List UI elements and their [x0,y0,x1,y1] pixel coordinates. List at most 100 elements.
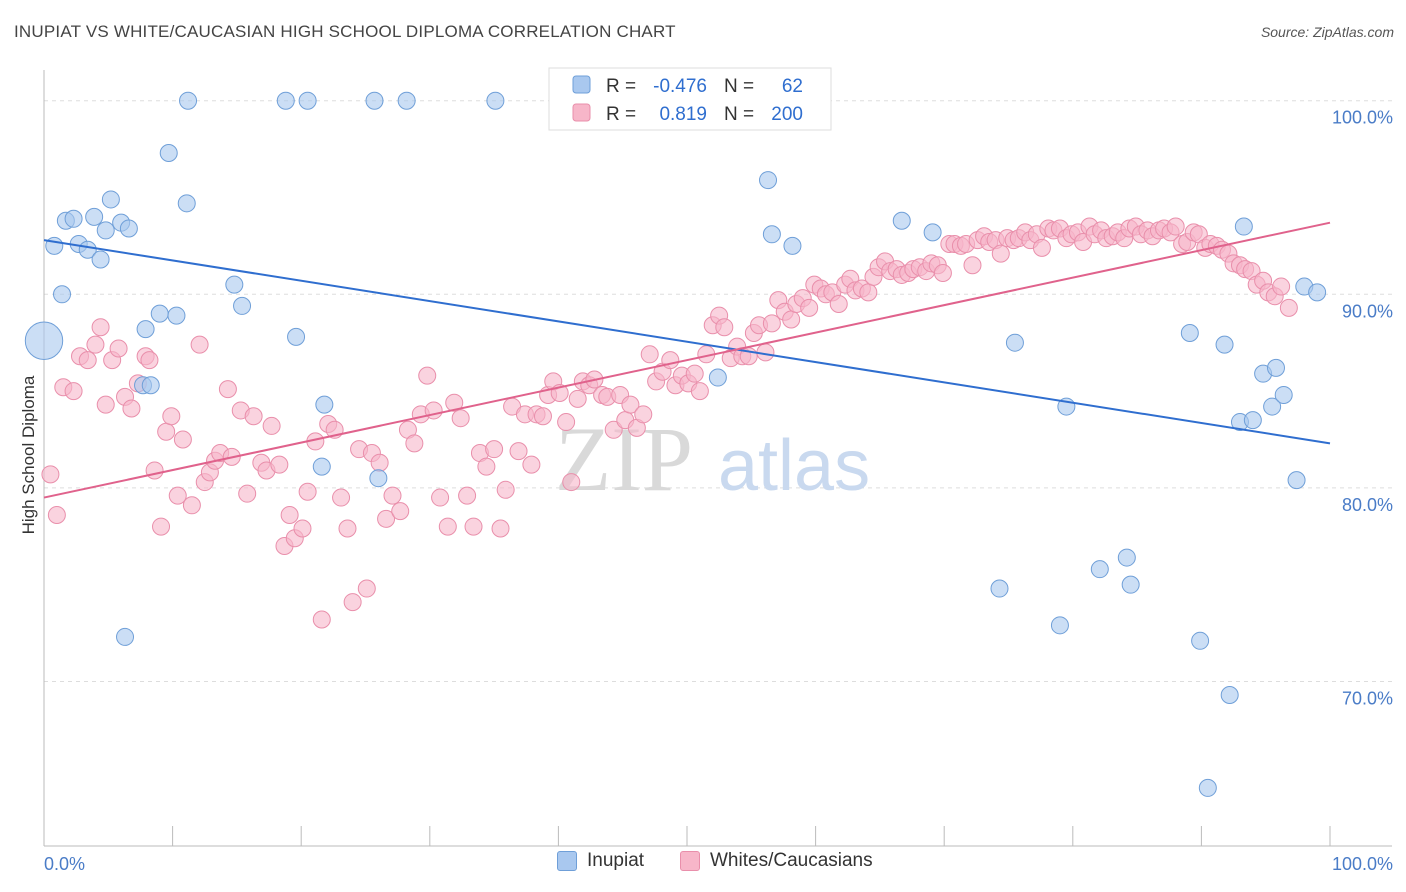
x-tick-labels: 0.0% 100.0% [44,854,1393,874]
data-point-inupiat [150,304,169,323]
grid-lines [44,100,1392,682]
data-point-whites [86,335,105,354]
data-point-whites [78,351,97,370]
data-point-inupiat [892,211,911,230]
data-point-inupiat [1215,335,1234,354]
data-point-inupiat [1266,358,1285,377]
data-point-whites [782,310,801,329]
legend-r-label-1: R = [606,76,636,97]
data-point-whites [122,399,141,418]
data-point-whites [991,244,1010,263]
data-point-inupiat [287,327,306,346]
legend-r-label-2: R = [606,104,636,125]
data-point-inupiat [312,457,331,476]
legend-swatch-whites [572,103,591,122]
data-point-whites [332,488,351,507]
data-point-whites [418,366,437,385]
data-point-whites [640,345,659,364]
data-point-whites [933,264,952,283]
data-point-whites [621,395,640,414]
data-point-inupiat [1243,411,1262,430]
x-tick-label: 0.0% [44,854,85,874]
bottom-legend-whites: Whites/Caucasians [680,850,873,872]
data-point-whites [270,455,289,474]
data-point-inupiat [923,223,942,242]
trend-line-whites [43,221,1331,499]
data-point-whites [343,593,362,612]
data-point-inupiat [759,171,778,190]
data-point-whites [405,434,424,453]
data-point-whites [280,505,299,524]
data-point-whites [464,517,483,536]
y-tick-label: 80.0% [1342,495,1393,515]
data-point-whites [800,298,819,317]
data-point-inupiat [1287,471,1306,490]
data-point-inupiat [85,207,104,226]
data-point-inupiat [1220,686,1239,705]
x-tick-label: 100.0% [1332,854,1393,874]
source-credit: Source: ZipAtlas.com [1260,24,1394,40]
chart-title: INUPIAT VS WHITE/CAUCASIAN HIGH SCHOOL D… [14,22,676,41]
data-point-inupiat [315,395,334,414]
data-point-whites [533,407,552,426]
data-point-whites [173,430,192,449]
data-point-whites [762,314,781,333]
data-point-whites [1032,238,1051,257]
data-point-whites [357,579,376,598]
data-point-whites [690,382,709,401]
y-tick-label: 70.0% [1342,688,1393,708]
data-point-whites [557,413,576,432]
data-point-inupiat [1191,631,1210,650]
data-point-whites [383,486,402,505]
data-point-inupiat [141,376,160,395]
data-point-inupiat [1234,217,1253,236]
data-point-inupiat [179,91,198,110]
watermark-atlas: atlas [718,426,870,506]
data-point-inupiat [225,275,244,294]
data-point-inupiat [1308,283,1327,302]
data-point-inupiat [53,285,72,304]
data-point-whites [451,409,470,428]
data-point-whites [522,455,541,474]
data-point-inupiat [91,250,110,269]
data-point-whites [298,482,317,501]
data-point-whites [182,496,201,515]
data-point-whites [715,318,734,337]
data-point-inupiat [365,91,384,110]
data-point-whites [685,364,704,383]
data-point-whites [312,610,331,629]
data-point-whites [262,416,281,435]
data-point-whites [218,380,237,399]
data-point-inupiat [1050,616,1069,635]
data-point-inupiat [1005,333,1024,352]
data-point-inupiat [159,143,178,162]
legend-r-value-2: 0.819 [659,104,707,125]
data-point-inupiat [24,321,64,360]
data-point-inupiat [1198,778,1217,797]
data-point-inupiat [64,209,83,228]
data-point-whites [859,283,878,302]
data-point-whites [1279,298,1298,317]
data-point-inupiat [783,236,802,255]
data-point-inupiat [119,219,138,238]
data-point-inupiat [1180,324,1199,343]
bottom-legend-swatch-inupiat [557,851,577,871]
data-point-whites [190,335,209,354]
legend-n-label-2: N = [724,104,754,125]
data-point-whites [829,294,848,313]
data-point-whites [1166,217,1185,236]
data-point-whites [431,488,450,507]
trend-lines [43,221,1331,499]
data-point-whites [152,517,171,536]
bottom-legend-label-whites: Whites/Caucasians [710,850,873,871]
data-point-inupiat [762,225,781,244]
data-point-whites [963,256,982,275]
legend-swatch-inupiat [572,75,591,94]
trend-line-inupiat [43,239,1331,445]
data-point-inupiat [167,306,186,325]
bottom-legend: Inupiat Whites/Caucasians [0,850,1406,880]
axes [43,70,1392,847]
data-point-whites [238,484,257,503]
data-point-inupiat [96,221,115,240]
